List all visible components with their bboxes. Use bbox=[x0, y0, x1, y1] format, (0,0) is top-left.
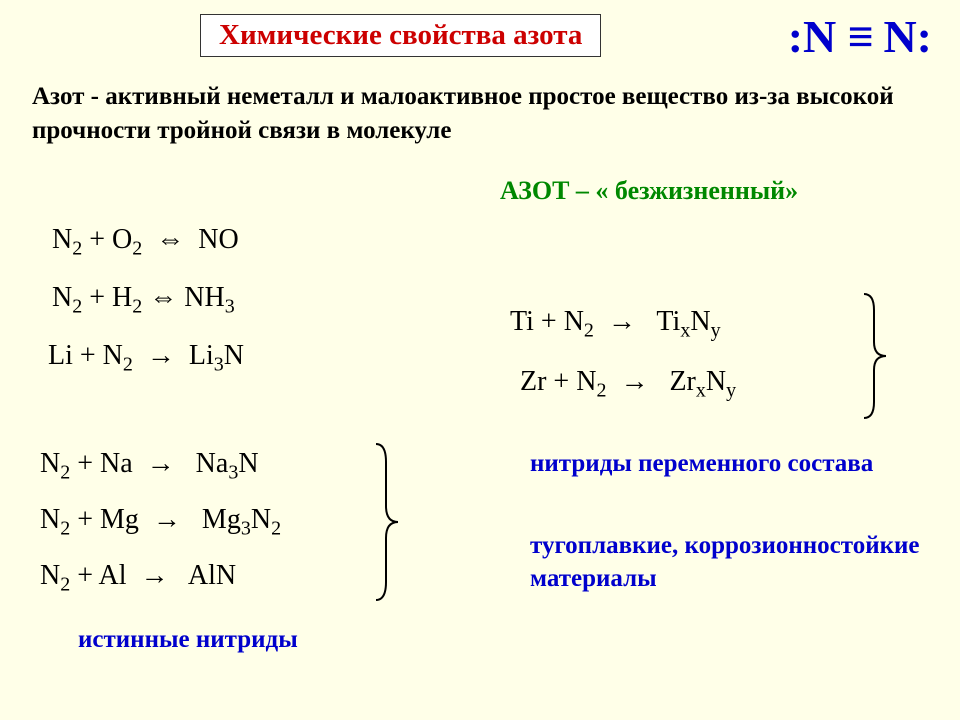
note-true-nitrides: истинные нитриды bbox=[78, 624, 298, 657]
note-variable-nitrides: нитриды переменного состава bbox=[530, 448, 910, 481]
page-title: Химические свойства азота bbox=[200, 14, 601, 57]
nitrogen-triple-bond-formula: :N ≡ N: bbox=[788, 10, 932, 63]
formula-text: :N ≡ N: bbox=[788, 11, 932, 62]
intro-text: Азот - активный неметалл и малоактивное … bbox=[32, 80, 930, 148]
equation-n2-o2: N2 + O2 ⇔ NO bbox=[52, 224, 239, 261]
equation-n2-mg: N2 + Mg → Mg3N2 bbox=[40, 504, 281, 541]
brace-icon bbox=[860, 292, 890, 420]
lifeless-label: АЗОТ – « безжизненный» bbox=[500, 176, 798, 206]
equation-n2-h2: N2 + H2 ⇔ NH3 bbox=[52, 282, 235, 319]
equation-ti-n2: Ti + N2 → TixNy bbox=[510, 306, 721, 343]
equation-li-n2: Li + N2 → Li3N bbox=[48, 340, 244, 377]
equation-zr-n2: Zr + N2 → ZrxNy bbox=[520, 366, 736, 403]
note-refractory: тугоплавкие, коррозионностойкие материал… bbox=[530, 530, 930, 595]
equation-n2-na: N2 + Na → Na3N bbox=[40, 448, 259, 485]
equation-n2-al: N2 + Al → AlN bbox=[40, 560, 236, 597]
brace-icon bbox=[372, 442, 402, 602]
